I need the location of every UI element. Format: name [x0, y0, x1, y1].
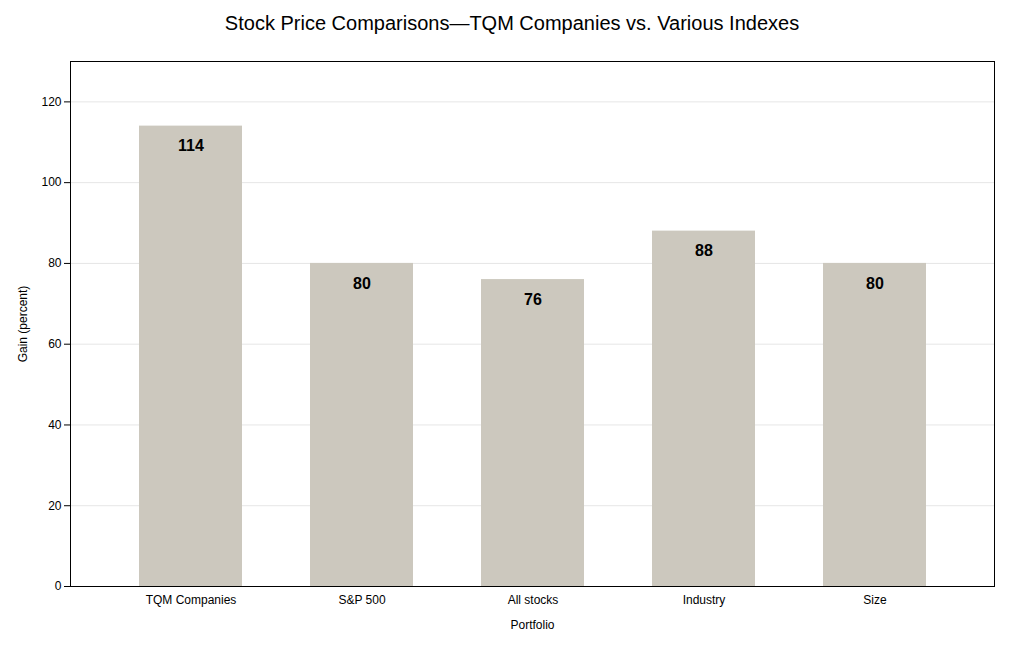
svg-text:60: 60 [48, 337, 62, 351]
svg-text:All stocks: All stocks [508, 593, 559, 607]
svg-text:80: 80 [866, 275, 884, 292]
svg-text:S&P 500: S&P 500 [338, 593, 385, 607]
svg-text:80: 80 [48, 256, 62, 270]
svg-text:Size: Size [863, 593, 887, 607]
svg-text:76: 76 [524, 291, 542, 308]
svg-text:Gain (percent): Gain (percent) [16, 286, 30, 363]
svg-text:80: 80 [353, 275, 371, 292]
svg-text:20: 20 [48, 499, 62, 513]
html-text:Stock Price Comparisons—TQM Co: Stock Price Comparisons—TQM Companies vs… [224, 12, 800, 34]
svg-text:Portfolio: Portfolio [510, 618, 554, 632]
svg-text:120: 120 [41, 95, 61, 109]
svg-text:88: 88 [695, 242, 713, 259]
svg-text:40: 40 [48, 418, 62, 432]
svg-text:114: 114 [178, 137, 204, 154]
svg-text:0: 0 [55, 579, 62, 593]
svg-text:TQM Companies: TQM Companies [146, 593, 237, 607]
svg-text:Industry: Industry [683, 593, 726, 607]
svg-text:100: 100 [41, 175, 61, 189]
